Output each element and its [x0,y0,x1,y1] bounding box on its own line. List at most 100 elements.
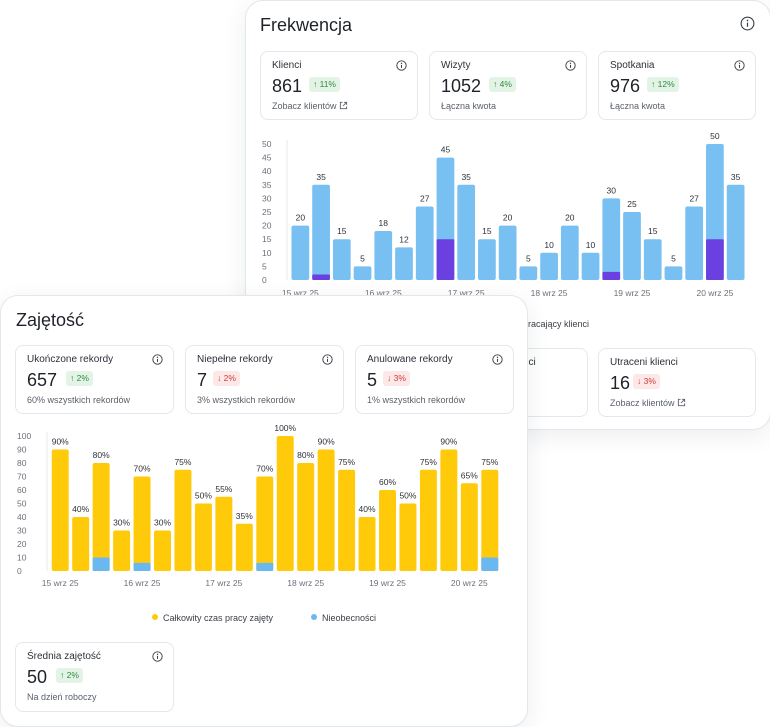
stat-card-utraceni-klienci: Utraceni klienci 16 ↓ 3% Zobacz klientów [598,348,756,417]
stat-label: nci [523,357,536,368]
view-clients-link[interactable]: Zobacz klientów [610,398,686,408]
bar [358,517,376,571]
y-tick-label: 100 [17,431,31,441]
info-icon[interactable] [152,651,163,662]
info-icon[interactable] [740,16,755,31]
y-tick-label: 60 [17,485,27,495]
stat-sub: Na dzień roboczy [27,692,97,702]
y-tick-label: 80 [17,458,27,468]
stat-label: Ukończone rekordy [27,354,114,365]
bar [581,252,600,280]
y-tick-label: 35 [262,180,272,190]
data-label: 90% [318,437,335,447]
y-tick-label: 20 [17,539,27,549]
y-tick-label: 5 [262,261,267,271]
data-label: 75% [174,457,191,467]
bar [399,503,417,571]
bar [291,225,310,280]
bar [460,483,478,571]
card-title-frekwencja: Frekwencja [260,15,353,35]
stat-value: 1052 [441,76,482,96]
bar-segment [706,239,724,280]
info-icon[interactable] [734,60,745,71]
bar [133,476,151,571]
data-label: 18 [379,218,389,228]
y-tick-label: 20 [262,221,272,231]
stat-label: Niepełne rekordy [197,354,273,365]
bar-segment [481,557,499,571]
info-icon[interactable] [565,60,576,71]
info-icon[interactable] [152,354,163,365]
stat-value: 16 [610,373,631,393]
data-label: 50% [195,491,212,501]
stat-sub: 3% wszystkich rekordów [197,395,296,405]
legend-item-returning-clients: racający klienci [528,319,590,329]
x-tick-label: 19 wrz 25 [614,288,651,298]
data-label: 27 [420,194,430,204]
bar-segment [312,274,330,280]
legend-dot [311,614,317,620]
data-label: 15 [482,226,492,236]
info-icon[interactable] [322,354,333,365]
data-label: 15 [648,226,658,236]
bar [498,225,517,280]
bar-segment [133,562,151,571]
data-label: 55% [215,484,232,494]
bar [338,469,356,571]
stat-card-completed-records: Ukończone rekordy 657 ↑ 2% 60% wszystkic… [15,345,174,414]
bar [72,517,90,571]
data-label: 80% [297,450,314,460]
x-tick-label: 18 wrz 25 [531,288,568,298]
data-label: 70% [256,464,273,474]
x-tick-label: 16 wrz 25 [124,578,161,588]
bar [726,184,745,280]
info-icon[interactable] [396,60,407,71]
data-label: 90% [52,437,69,447]
bar [540,252,558,280]
data-label: 5 [671,253,676,263]
stat-card-wizyty: Wizyty 1052 ↑ 4% Łączna kwota [429,51,587,120]
stat-label: Średnia zajętość [27,651,101,662]
trend-badge-up: ↑ 4% [489,77,516,92]
bar [92,463,110,571]
data-label: 10 [544,240,554,250]
y-tick-label: 90 [17,445,27,455]
bar [478,239,496,280]
bar [332,239,351,280]
y-tick-label: 45 [262,153,272,163]
data-label: 35 [461,172,471,182]
data-label: 40% [72,504,89,514]
stat-sub: 1% wszystkich rekordów [367,395,466,405]
data-label: 20 [565,213,575,223]
data-label: 30% [154,518,171,528]
legend-item-total-busy: Całkowity czas pracy zajęty [152,613,273,623]
stat-card-cancelled-records: Anulowane rekordy 5 ↓ 3% 1% wszystkich r… [355,345,514,414]
data-label: 5 [526,253,531,263]
trend-badge-down: ↓ 3% [383,371,410,386]
bar [623,212,641,280]
bar-segment [436,239,455,280]
bar-segment [602,271,621,280]
y-tick-label: 40 [262,166,272,176]
view-clients-link[interactable]: Zobacz klientów [272,101,348,111]
y-tick-label: 0 [17,566,22,576]
bar [602,198,621,280]
x-tick-label: 19 wrz 25 [369,578,406,588]
data-label: 50 [710,131,720,141]
data-label: 12 [399,234,409,244]
stat-label: Anulowane rekordy [367,354,453,365]
bar [51,449,69,571]
stat-value: 976 [610,76,641,96]
bar [154,530,171,571]
data-label: 80% [93,450,110,460]
info-icon[interactable] [492,354,503,365]
bar [353,266,372,280]
legend-label: Nieobecności [322,613,377,623]
data-label: 40% [359,504,376,514]
data-label: 27 [689,194,699,204]
bar [317,449,335,571]
bar [481,469,499,571]
legend-dot [152,614,158,620]
x-tick-label: 17 wrz 25 [205,578,242,588]
trend-badge-up: ↑ 11% [309,77,340,92]
